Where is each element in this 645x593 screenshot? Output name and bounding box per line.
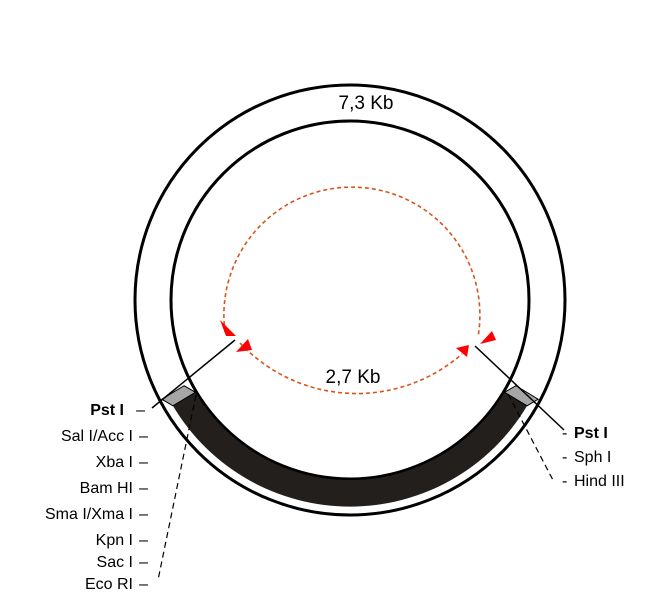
left-site-item: Sma I/Xma I	[45, 506, 133, 523]
right-site-title: Pst I	[574, 425, 608, 442]
insert-band	[172, 392, 528, 507]
left-sites-leader	[157, 394, 197, 581]
arrow-large-left	[220, 320, 236, 336]
right-site-item: Sph I	[574, 449, 611, 466]
large-fragment-arc	[223, 186, 481, 338]
left-site-dash: –	[139, 554, 148, 571]
left-site-dash: –	[139, 428, 148, 445]
left-site-item: Sac I	[97, 554, 133, 571]
left-site-item: Bam HI	[80, 480, 133, 497]
left-site-dash: –	[139, 454, 148, 471]
left-site-dash: –	[139, 506, 148, 523]
left-site-item: Sal I/Acc I	[61, 428, 133, 445]
right-site-dash: -	[562, 425, 567, 442]
small-fragment-arc	[239, 342, 463, 395]
right-site-list: - Pst I - Sph I - Hind III	[562, 425, 625, 490]
plasmid-inner-ring	[169, 119, 531, 481]
right-sites-leader	[507, 393, 555, 483]
left-site-dash: –	[136, 402, 145, 419]
right-site-dash: -	[562, 473, 567, 490]
large-fragment-label: 7,3 Kb	[339, 93, 394, 114]
right-pst-cut-line	[474, 345, 565, 431]
left-site-item: Eco RI	[85, 576, 133, 593]
left-site-item: Kpn I	[96, 532, 133, 549]
left-site-list: Pst I – Sal I/Acc I – Xba I – Bam HI – S…	[45, 402, 148, 593]
left-pst-cut-line	[151, 339, 236, 409]
right-site-dash: -	[562, 449, 567, 466]
left-site-dash: –	[139, 576, 148, 593]
arrow-small-right	[456, 345, 469, 357]
left-site-title: Pst I	[90, 402, 124, 419]
plasmid-outer-ring	[133, 83, 567, 517]
right-site-item: Hind III	[574, 473, 625, 490]
left-site-item: Xba I	[96, 454, 133, 471]
left-site-dash: –	[139, 532, 148, 549]
left-site-dash: –	[139, 480, 148, 497]
arrow-small-left	[236, 339, 252, 352]
small-fragment-label: 2,7 Kb	[326, 367, 381, 388]
right-site-box	[503, 385, 540, 407]
arrow-large-right	[480, 331, 496, 344]
